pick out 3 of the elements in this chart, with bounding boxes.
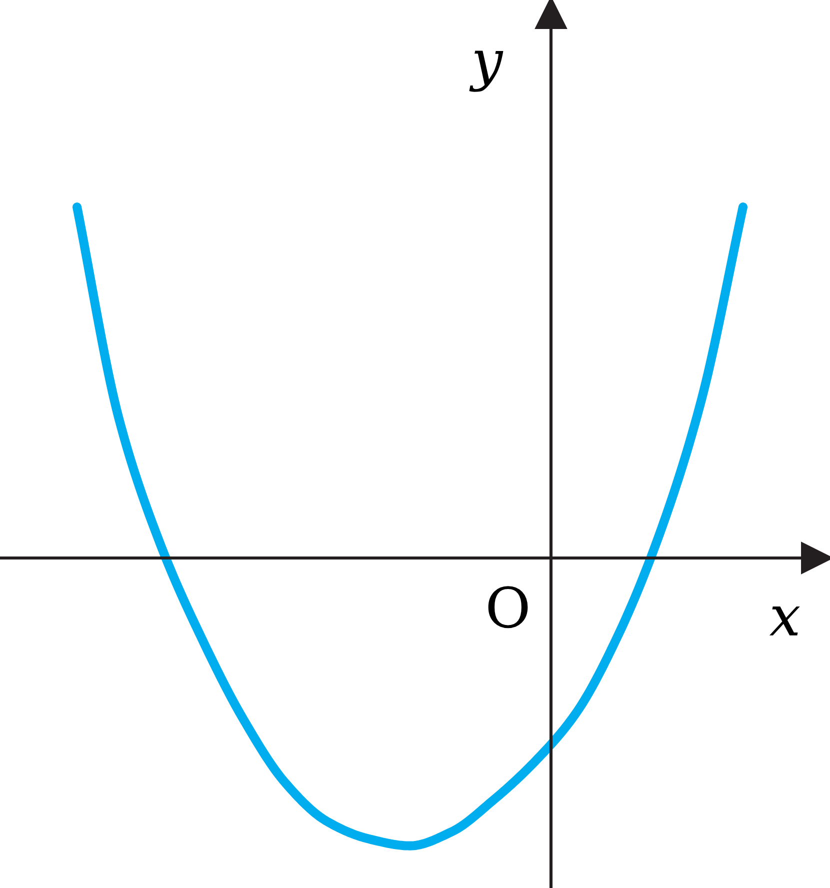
y-axis-title: y [469, 50, 504, 92]
annotation: O [488, 586, 528, 628]
x-axis-title: x [770, 606, 800, 636]
